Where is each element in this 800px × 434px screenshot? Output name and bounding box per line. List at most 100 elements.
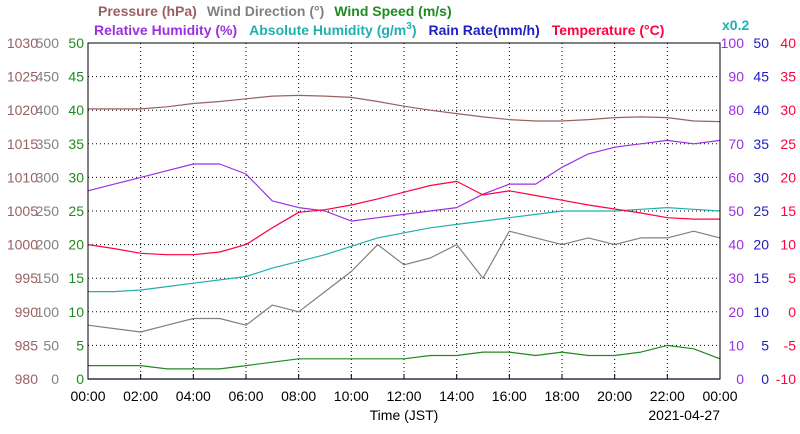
- wind-speed-tick-label: 5: [76, 337, 84, 353]
- wind-direction-tick-label: 50: [43, 337, 59, 353]
- legend-entry: Pressure (hPa): [98, 3, 197, 19]
- wind-speed-tick-label: 20: [68, 237, 84, 253]
- x-tick-label: 16:00: [492, 388, 527, 404]
- legend-entry: Rain Rate(mm/h): [429, 22, 540, 38]
- wind-speed-tick-label: 10: [68, 304, 84, 320]
- temperature-tick-label: 0: [788, 304, 796, 320]
- wind-direction-tick-label: 300: [36, 169, 60, 185]
- rain-rate-tick-label: 25: [753, 203, 769, 219]
- pressure-tick-label: 1025: [7, 69, 38, 85]
- pressure-tick-label: 990: [15, 304, 39, 320]
- x-tick-label: 12:00: [386, 388, 421, 404]
- series-lines: [87, 94, 721, 380]
- x-tick-label: 04:00: [176, 388, 211, 404]
- temperature-tick-label: -10: [776, 371, 796, 387]
- x-tick-label: 18:00: [544, 388, 579, 404]
- pressure-tick-label: 1005: [7, 203, 38, 219]
- wind-direction-tick-label: 150: [36, 270, 60, 286]
- legend-tail: ): [412, 22, 417, 38]
- temperature-tick-label: 5: [788, 270, 796, 286]
- x-tick-label: 00:00: [702, 388, 737, 404]
- humidity-tick-label: 50: [728, 203, 744, 219]
- pressure-tick-label: 995: [15, 270, 39, 286]
- wind-speed-tick-label: 35: [68, 136, 84, 152]
- legend-entry: Absolute Humidity (g/m3): [249, 21, 416, 38]
- rain-rate-tick-label: 40: [753, 102, 769, 118]
- humidity-tick-label: 70: [728, 136, 744, 152]
- series-line-absolute-humidity-g-m3: [88, 207, 721, 293]
- temperature-tick-label: 10: [780, 237, 796, 253]
- pressure-tick-label: 1000: [7, 237, 38, 253]
- wind-speed-tick-label: 25: [68, 203, 84, 219]
- series-line-pressure-hpa: [88, 94, 721, 123]
- wind-direction-tick-label: 200: [36, 237, 60, 253]
- rain-rate-tick-label: 45: [753, 69, 769, 85]
- series-line-temperature-c: [87, 180, 720, 256]
- pressure-tick-label: 1030: [7, 35, 38, 51]
- scale-note: x0.2: [722, 17, 749, 33]
- left-axes: 1030102510201015101010051000995990985980…: [7, 35, 84, 387]
- wind-direction-tick-label: 450: [36, 69, 60, 85]
- wind-speed-tick-label: 15: [68, 270, 84, 286]
- x-tick-label: 06:00: [228, 388, 263, 404]
- grid: [88, 43, 720, 379]
- rain-rate-tick-label: 5: [761, 337, 769, 353]
- wind-direction-tick-label: 0: [51, 371, 59, 387]
- rain-rate-tick-label: 20: [753, 237, 769, 253]
- wind-speed-tick-label: 50: [68, 35, 84, 51]
- rain-rate-tick-label: 0: [761, 371, 769, 387]
- series-line-wind-speed-m-s: [88, 344, 721, 370]
- humidity-tick-label: 10: [728, 337, 744, 353]
- x-tick-label: 08:00: [281, 388, 316, 404]
- x-tick-label: 14:00: [439, 388, 474, 404]
- humidity-tick-label: 60: [728, 169, 744, 185]
- temperature-tick-label: 40: [780, 35, 796, 51]
- temperature-tick-label: 35: [780, 69, 796, 85]
- temperature-tick-label: 25: [780, 136, 796, 152]
- x-axis-label: Time (JST): [370, 407, 439, 423]
- humidity-tick-label: 100: [721, 35, 745, 51]
- temperature-tick-label: 15: [780, 203, 796, 219]
- temperature-tick-label: -5: [784, 337, 797, 353]
- wind-speed-tick-label: 30: [68, 169, 84, 185]
- x-tick-label: 22:00: [650, 388, 685, 404]
- series-line-relative-humidity: [87, 139, 721, 222]
- series-line-wind-direction: [87, 230, 721, 333]
- humidity-tick-label: 0: [736, 371, 744, 387]
- x-tick-label: 10:00: [334, 388, 369, 404]
- legend-entry: Temperature (°C): [552, 22, 665, 38]
- right-axes: 1009080706050403020100504540353025201510…: [721, 35, 797, 387]
- pressure-tick-label: 1015: [7, 136, 38, 152]
- legend-entry: Relative Humidity (%): [94, 22, 237, 38]
- wind-direction-tick-label: 500: [36, 35, 60, 51]
- rain-rate-tick-label: 30: [753, 169, 769, 185]
- legend-superscript: 3: [406, 21, 412, 32]
- rain-rate-tick-label: 50: [753, 35, 769, 51]
- legend-entry: Wind Speed (m/s): [334, 3, 451, 19]
- legend: Pressure (hPa) Wind Direction (°) Wind Spe…: [94, 3, 749, 38]
- wind-direction-tick-label: 100: [36, 304, 60, 320]
- x-tick-label: 02:00: [123, 388, 158, 404]
- date-label: 2021-04-27: [648, 407, 720, 423]
- humidity-tick-label: 90: [728, 69, 744, 85]
- x-axis: 00:00 02:00 04:00 06:00 08:00 10:00 12:00 14:00…: [70, 374, 738, 404]
- wind-speed-tick-label: 40: [68, 102, 84, 118]
- x-tick-label: 00:00: [70, 388, 105, 404]
- pressure-tick-label: 1020: [7, 102, 38, 118]
- legend-entry: Wind Direction (°): [207, 3, 324, 19]
- temperature-tick-label: 30: [780, 102, 796, 118]
- pressure-tick-label: 1010: [7, 169, 38, 185]
- wind-speed-tick-label: 0: [76, 371, 84, 387]
- x-tick-label: 20:00: [597, 388, 632, 404]
- wind-direction-tick-label: 250: [36, 203, 60, 219]
- humidity-tick-label: 80: [728, 102, 744, 118]
- rain-rate-tick-label: 35: [753, 136, 769, 152]
- humidity-tick-label: 20: [728, 304, 744, 320]
- humidity-tick-label: 40: [728, 237, 744, 253]
- rain-rate-tick-label: 15: [753, 270, 769, 286]
- pressure-tick-label: 980: [15, 371, 39, 387]
- rain-rate-tick-label: 10: [753, 304, 769, 320]
- wind-direction-tick-label: 400: [36, 102, 60, 118]
- humidity-tick-label: 30: [728, 270, 744, 286]
